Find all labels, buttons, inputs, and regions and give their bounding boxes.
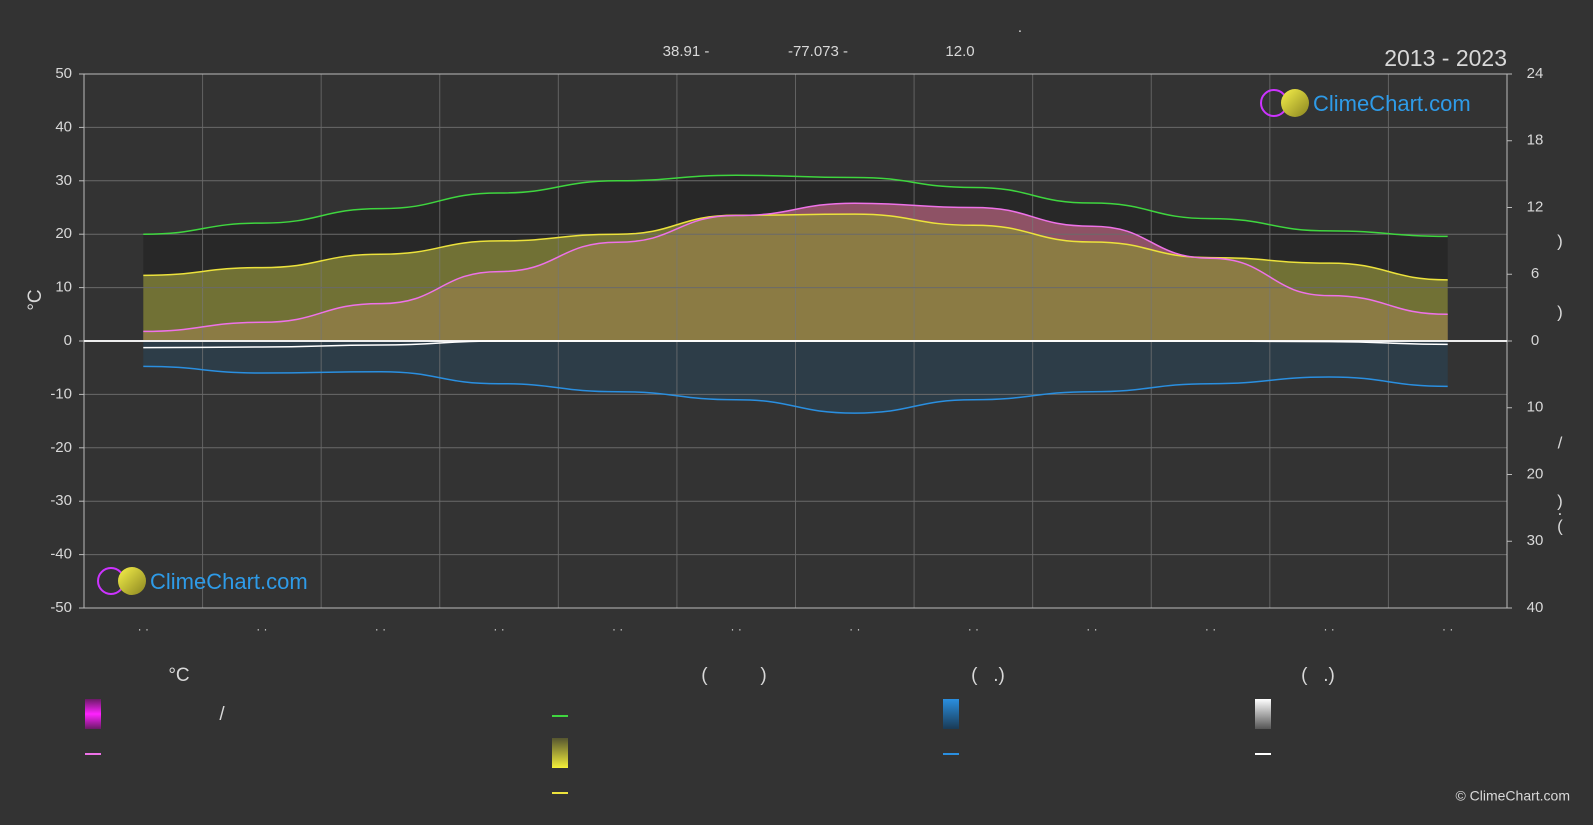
x-tick-label: · · — [493, 622, 504, 636]
x-tick-label: · · — [1442, 622, 1453, 636]
y2-axis-label: ) — [1557, 302, 1563, 321]
logo-sun — [118, 567, 146, 595]
y-tick-label: -30 — [50, 492, 72, 509]
legend-separator: / — [219, 704, 225, 725]
legend-header: °C — [168, 665, 189, 686]
y-tick-label: 0 — [64, 332, 72, 349]
elevation: 12.0 — [945, 43, 974, 60]
y3-tick-label: 10 — [1527, 399, 1544, 416]
header-dot: . — [1018, 19, 1022, 36]
x-tick-label: · · — [968, 622, 979, 636]
x-tick-label: · · — [1323, 622, 1334, 636]
y-tick-label: -40 — [50, 546, 72, 563]
x-tick-label: · · — [256, 622, 267, 636]
y-tick-label: -20 — [50, 439, 72, 456]
y2-axis-label: ) — [1557, 231, 1563, 250]
y-tick-label: 10 — [55, 279, 72, 296]
logo-text: ClimeChart.com — [1313, 91, 1471, 116]
y2-axis-label: / — [1558, 433, 1563, 452]
period: 2013 - 2023 — [1384, 45, 1507, 71]
legend-header: ( .) — [1301, 665, 1335, 686]
x-tick-label: · · — [612, 622, 623, 636]
y-tick-label: -10 — [50, 385, 72, 402]
x-tick-label: · · — [138, 622, 149, 636]
legend-swatch — [1255, 699, 1271, 729]
legend-header: ( .) — [971, 665, 1005, 686]
y2-tick-label: 24 — [1527, 65, 1544, 82]
y-axis-label: °C — [25, 289, 46, 310]
legend: °C ( ) ( .) ( .) / — [85, 665, 1335, 768]
series-line — [143, 340, 1448, 349]
y2-tick-label: 0 — [1531, 332, 1539, 349]
y2-axis-label: ( — [1557, 516, 1563, 535]
series-line — [143, 365, 1448, 414]
logo-top: ClimeChart.com — [1260, 89, 1471, 117]
series-line — [143, 174, 1448, 238]
plot-area: -50 -40 -30 -20 -10 0 10 20 30 40 50 0 6 12 18 24 10 20 30… — [50, 65, 1563, 636]
y2-axis-label: ) — [1557, 491, 1563, 510]
legend-swatch — [552, 738, 568, 768]
legend-swatch — [943, 699, 959, 729]
y-tick-label: -50 — [50, 599, 72, 616]
latitude: 38.91 - — [663, 43, 710, 60]
copyright: © ClimeChart.com — [1455, 788, 1570, 804]
y3-tick-label: 40 — [1527, 599, 1544, 616]
y3-tick-label: 20 — [1527, 465, 1544, 482]
y2-tick-label: 12 — [1527, 198, 1544, 215]
series-line — [143, 213, 1448, 281]
series-line — [143, 202, 1448, 333]
x-tick-label: · · — [849, 622, 860, 636]
y-tick-label: 30 — [55, 172, 72, 189]
y-tick-label: 50 — [55, 65, 72, 82]
y-tick-label: 40 — [55, 118, 72, 135]
logo-bottom: ClimeChart.com — [97, 567, 308, 595]
x-tick-label: · · — [1086, 622, 1097, 636]
logo-sun — [1281, 89, 1309, 117]
legend-swatch — [85, 699, 101, 729]
longitude: -77.073 - — [788, 43, 848, 60]
legend-header: ( ) — [701, 665, 766, 686]
y2-tick-label: 6 — [1531, 265, 1539, 282]
y2-tick-label: 18 — [1527, 132, 1544, 149]
y2-axis-label: · — [1557, 503, 1563, 522]
y-tick-label: 20 — [55, 225, 72, 242]
x-tick-label: · · — [1205, 622, 1216, 636]
x-tick-label: · · — [731, 622, 742, 636]
x-tick-label: · · — [375, 622, 386, 636]
logo-text: ClimeChart.com — [150, 569, 308, 594]
y3-tick-label: 30 — [1527, 532, 1544, 549]
